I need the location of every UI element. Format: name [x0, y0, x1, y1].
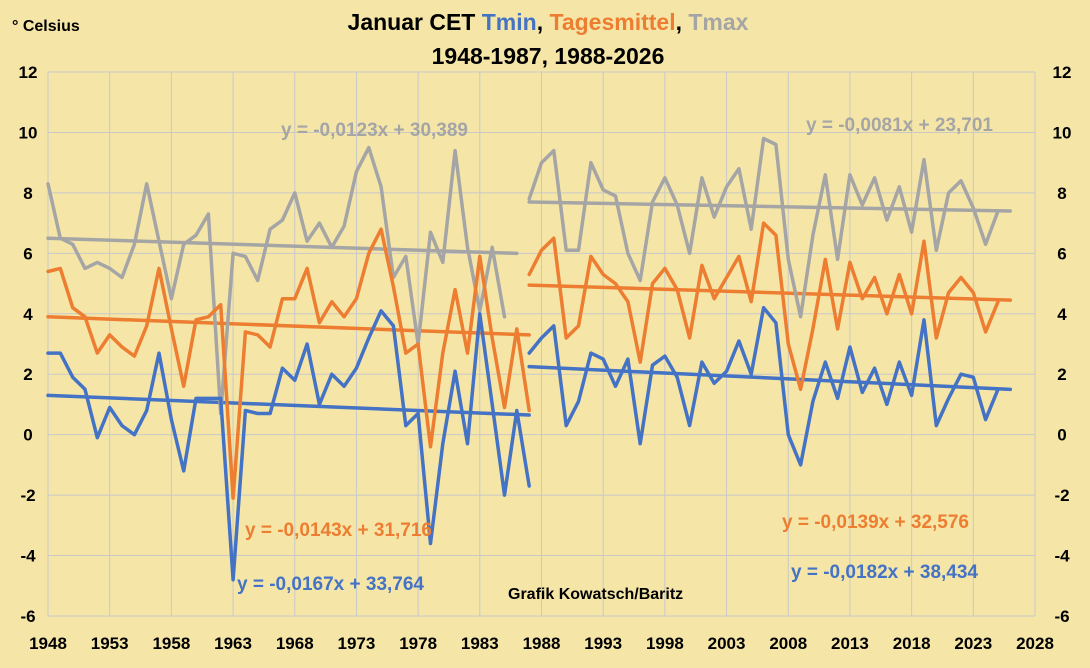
y-tick-label-right: -4 — [1054, 547, 1070, 566]
series-line-tmin-1 — [527, 305, 1000, 467]
y-tick-label-right: 4 — [1057, 305, 1067, 324]
y-tick-label-right: -6 — [1054, 607, 1069, 626]
trend-equation-mean-1: y = -0,0143x + 31,716 — [245, 520, 432, 541]
trend-equation-tmin-1: y = -0,0167x + 33,764 — [237, 574, 424, 595]
chart-title-part-2: , — [537, 9, 550, 35]
y-tick-label-right: -2 — [1054, 486, 1069, 505]
x-tick-label: 1963 — [214, 634, 252, 653]
x-tick-label: 2023 — [954, 634, 992, 653]
y-tick-label-right: 0 — [1057, 426, 1066, 445]
grid-layer — [47, 71, 1036, 617]
tick-layer: -6 -6 -4 -4 -2 -2 0 0 2 2 4 4 6 6 8 8 10 10 12 12 1948 1953 19… — [19, 63, 1072, 653]
series-layer — [46, 136, 1000, 582]
series-line-tmax-0 — [46, 145, 507, 416]
x-tick-label: 1998 — [646, 634, 684, 653]
y-tick-label-right: 10 — [1053, 123, 1072, 142]
trend-equation-tmin-2: y = -0,0182x + 38,434 — [791, 562, 978, 583]
series-line-tagesmittel-0 — [46, 227, 531, 500]
x-tick-label: 1988 — [523, 634, 561, 653]
trend-equation-mean-2: y = -0,0139x + 32,576 — [782, 512, 969, 533]
x-tick-label: 1978 — [399, 634, 437, 653]
chart-title-part-5: Tmax — [688, 9, 748, 35]
x-tick-label: 2028 — [1016, 634, 1054, 653]
trend-equation-tmax-1: y = -0,0123x + 30,389 — [281, 120, 468, 141]
equation-layer: y = -0,0123x + 30,389 y = -0,0143x + 31,… — [237, 115, 993, 595]
series-line-tmin-0 — [46, 309, 531, 582]
y-tick-label-left: -6 — [20, 607, 35, 626]
chart-title-part-1: Tmin — [482, 9, 537, 35]
x-tick-label: 2003 — [708, 634, 746, 653]
chart-subtitle: 1948-1987, 1988-2026 — [432, 43, 665, 69]
chart-title-part-4: , — [676, 9, 689, 35]
x-tick-label: 2008 — [769, 634, 807, 653]
y-tick-label-left: 8 — [23, 184, 32, 203]
x-tick-label: 1948 — [29, 634, 67, 653]
x-tick-label: 1973 — [338, 634, 376, 653]
y-tick-label-left: 12 — [19, 63, 38, 82]
y-axis-label: ° Celsius — [12, 18, 80, 35]
y-tick-label-left: 6 — [23, 244, 32, 263]
y-tick-label-right: 6 — [1057, 244, 1066, 263]
y-tick-label-right: 12 — [1053, 63, 1072, 82]
y-tick-label-right: 2 — [1057, 365, 1066, 384]
y-tick-label-left: 4 — [23, 305, 33, 324]
chart-title: Januar CET Tmin, Tagesmittel, Tmax — [348, 9, 749, 35]
series-line-tagesmittel-1 — [527, 221, 1000, 392]
x-tick-label: 1968 — [276, 634, 314, 653]
x-tick-label: 2018 — [893, 634, 931, 653]
y-tick-label-left: 0 — [23, 426, 32, 445]
y-tick-label-left: -4 — [20, 547, 36, 566]
y-tick-label-left: -2 — [20, 486, 35, 505]
x-tick-label: 1953 — [91, 634, 129, 653]
chart-title-part-3: Tagesmittel — [549, 9, 675, 35]
chart-title-part-0: Januar CET — [348, 9, 482, 35]
x-tick-label: 1983 — [461, 634, 499, 653]
trendline-tagesmittel-1 — [46, 315, 531, 337]
series-line-tmax-1 — [527, 136, 1000, 319]
y-tick-label-left: 2 — [23, 365, 32, 384]
x-tick-label: 1958 — [152, 634, 190, 653]
credit-label: Grafik Kowatsch/Baritz — [508, 586, 683, 603]
y-tick-label-right: 8 — [1057, 184, 1066, 203]
x-tick-label: 2013 — [831, 634, 869, 653]
trend-equation-tmax-2: y = -0,0081x + 23,701 — [806, 115, 993, 136]
x-tick-label: 1993 — [584, 634, 622, 653]
label-layer: ° Celsius Januar CET Tmin, Tagesmittel, … — [12, 9, 749, 603]
y-tick-label-left: 10 — [19, 123, 38, 142]
